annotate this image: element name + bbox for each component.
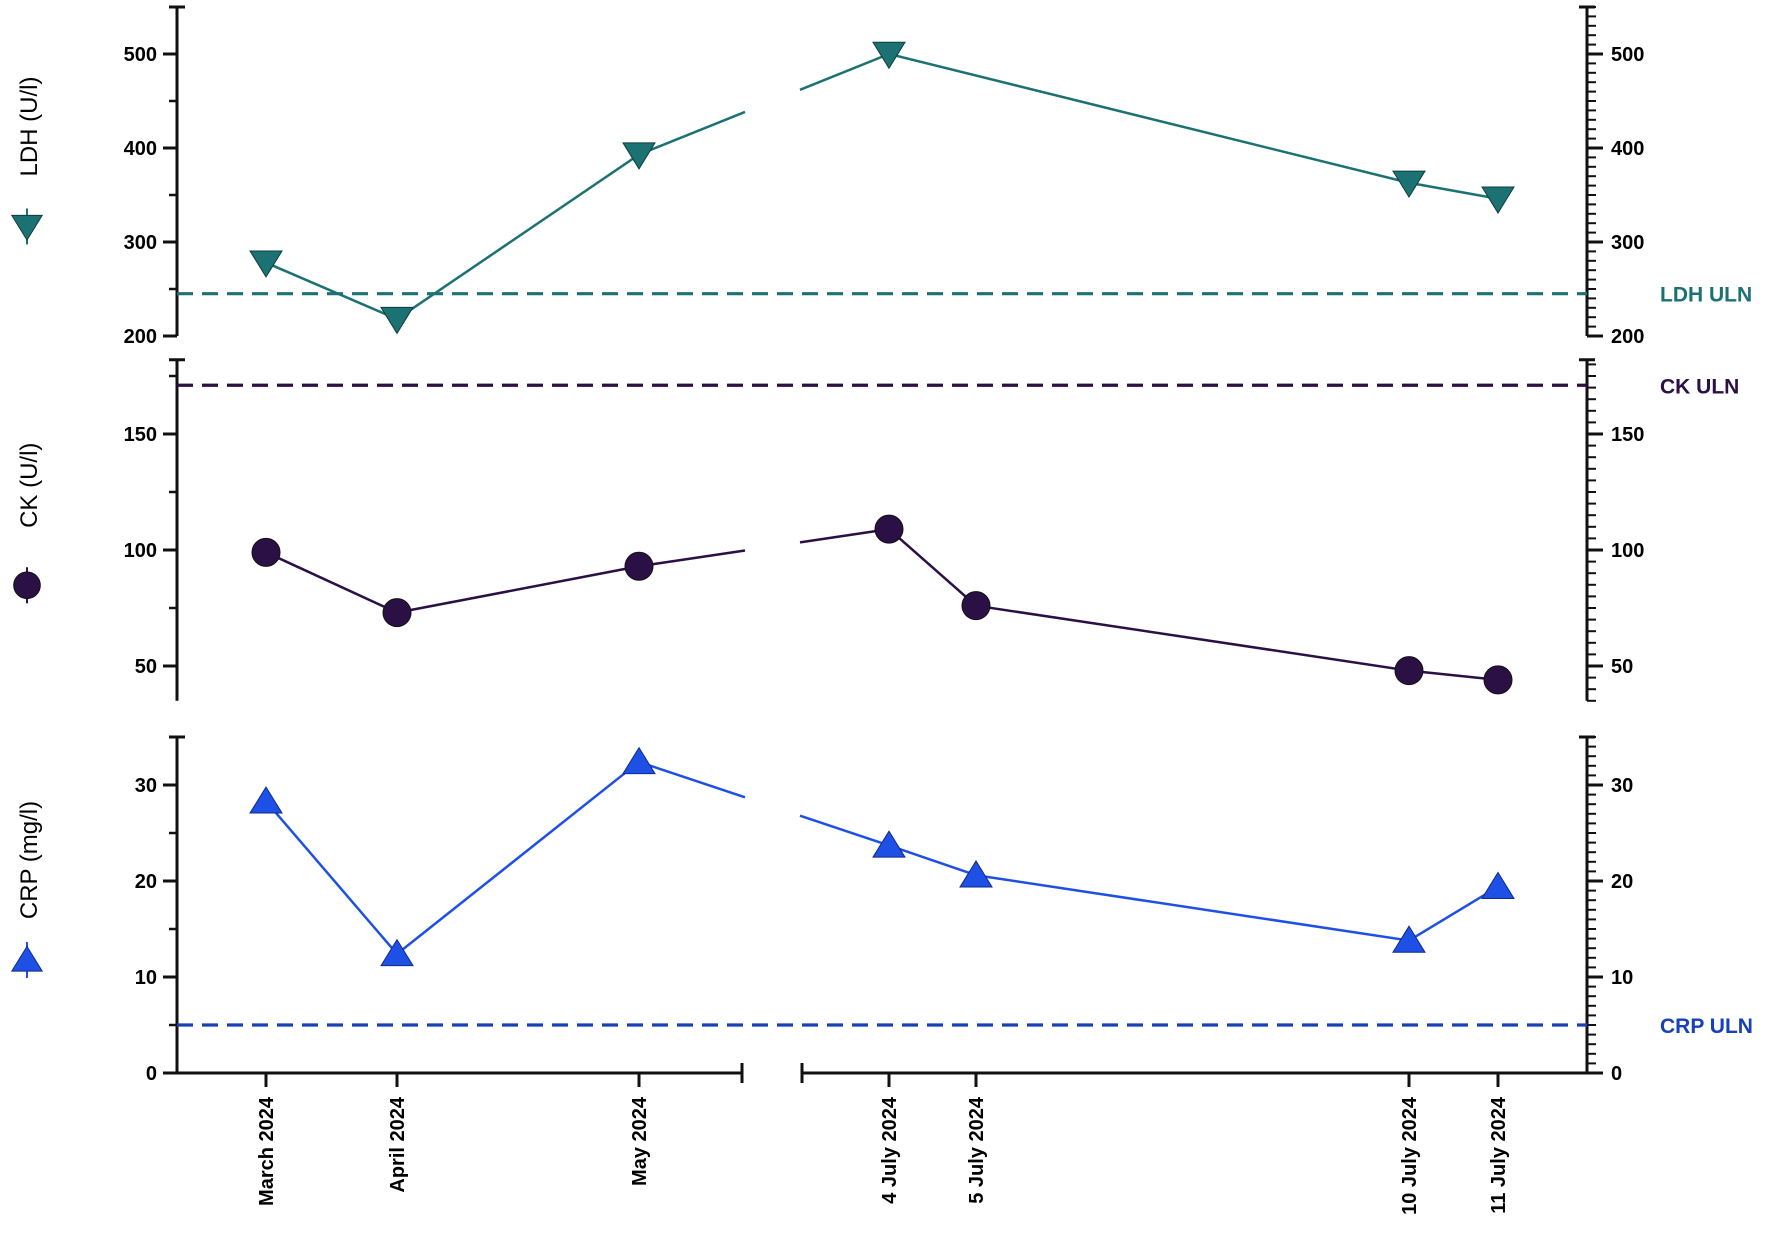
ldh-uln-label: LDH ULN xyxy=(1660,284,1752,307)
ldh-series-line-segment xyxy=(638,110,746,156)
ldh-right-tick-label: 400 xyxy=(1611,138,1644,160)
x-tick-label: 4 July 2024 xyxy=(879,1096,901,1204)
ldh-left-tick-label: 200 xyxy=(124,326,157,348)
crp-series-line-segment xyxy=(396,760,640,955)
crp-series-line-segment xyxy=(975,874,1410,942)
ldh-data-point xyxy=(1392,170,1426,199)
x-axis: March 2024 April 2024 May 2024 4 July 2024 5… xyxy=(164,1063,1600,1215)
x-tick-label: May 2024 xyxy=(629,1096,651,1186)
ldh-data-point xyxy=(872,41,906,70)
ldh-data-point xyxy=(1481,186,1515,215)
x-tick-label: 11 July 2024 xyxy=(1488,1096,1510,1214)
ck-series-line-segment xyxy=(396,565,640,614)
crp-right-tick-label: 0 xyxy=(1611,1063,1622,1085)
ldh-panel: 200 200 300 300 400 400 500 500 LDH ULN LDH (U/l) xyxy=(10,5,1752,348)
ck-panel: 50 50 100 100 150 150 CK ULN CK (U/l) xyxy=(13,358,1739,702)
ck-uln-label: CK ULN xyxy=(1660,375,1739,398)
crp-uln-label: CRP ULN xyxy=(1660,1015,1753,1038)
ldh-data-point xyxy=(622,142,656,170)
ck-data-point xyxy=(874,514,904,544)
ck-right-tick-label: 150 xyxy=(1611,424,1644,446)
crp-ylabel: CRP (mg/l) xyxy=(16,801,43,919)
ldh-right-tick-label: 300 xyxy=(1611,232,1644,254)
ldh-legend-marker xyxy=(10,214,44,242)
ldh-series-line-segment xyxy=(396,153,640,321)
crp-series-line-segment xyxy=(638,760,746,799)
crp-legend-marker xyxy=(10,945,44,972)
crp-series-line-segment xyxy=(799,814,890,847)
x-tick-label: March 2024 xyxy=(256,1096,278,1206)
ldh-series-line-segment xyxy=(265,261,398,321)
crp-panel: 0 0 10 10 20 20 30 30 CRP ULN CRP (mg/l) xyxy=(10,735,1753,1085)
ck-ylabel: CK (U/l) xyxy=(16,443,43,528)
ldh-right-tick-label: 500 xyxy=(1611,44,1644,66)
ldh-right-tick-label: 200 xyxy=(1611,326,1644,348)
ck-data-point xyxy=(251,537,281,567)
ck-series-line-segment xyxy=(975,604,1410,672)
crp-data-point xyxy=(1392,925,1426,953)
ldh-left-tick-label: 500 xyxy=(124,44,157,66)
ldh-ylabel: LDH (U/l) xyxy=(16,77,43,177)
crp-right-tick-label: 10 xyxy=(1611,967,1633,989)
ck-right-tick-label: 100 xyxy=(1611,540,1644,562)
crp-right-tick-label: 20 xyxy=(1611,871,1633,893)
x-tick-label: 10 July 2024 xyxy=(1399,1096,1421,1215)
ck-data-point xyxy=(624,551,654,581)
ck-left-tick-label: 150 xyxy=(124,424,157,446)
crp-series-line-segment xyxy=(265,800,398,955)
crp-series-line-segment xyxy=(888,844,977,877)
ck-series-line-segment xyxy=(1408,669,1499,682)
ck-series-line-segment xyxy=(888,528,977,607)
ck-data-point xyxy=(1483,665,1513,695)
x-tick-label: April 2024 xyxy=(387,1096,409,1192)
ldh-series-line-segment xyxy=(888,52,1410,184)
crp-data-point xyxy=(622,746,656,775)
ldh-left-tick-label: 400 xyxy=(124,138,157,160)
crp-data-point xyxy=(959,859,993,888)
ck-data-point xyxy=(382,598,412,628)
ck-series-line-segment xyxy=(265,551,398,614)
ldh-series-line-segment xyxy=(1408,181,1499,200)
crp-left-tick-label: 10 xyxy=(135,967,157,989)
ck-right-tick-label: 50 xyxy=(1611,656,1633,678)
crp-data-point xyxy=(249,786,283,814)
crp-right-tick-label: 30 xyxy=(1611,775,1633,797)
ck-data-point xyxy=(1394,656,1424,686)
ck-series-line-segment xyxy=(799,527,890,544)
crp-data-point xyxy=(380,938,414,967)
ldh-left-tick-label: 300 xyxy=(124,232,157,254)
ck-series-line-segment xyxy=(638,549,746,568)
ck-left-tick-label: 50 xyxy=(135,656,157,678)
crp-data-point xyxy=(872,830,906,858)
ldh-data-point xyxy=(249,250,283,278)
crp-left-tick-label: 0 xyxy=(146,1063,157,1085)
ck-data-point xyxy=(961,591,991,621)
crp-left-tick-label: 30 xyxy=(135,775,157,797)
ldh-series-line-segment xyxy=(799,52,890,91)
x-tick-label: 5 July 2024 xyxy=(966,1096,988,1204)
ck-legend-marker xyxy=(13,571,41,600)
ldh-data-point xyxy=(380,306,414,335)
crp-left-tick-label: 20 xyxy=(135,871,157,893)
ck-left-tick-label: 100 xyxy=(124,540,157,562)
crp-data-point xyxy=(1481,871,1515,899)
